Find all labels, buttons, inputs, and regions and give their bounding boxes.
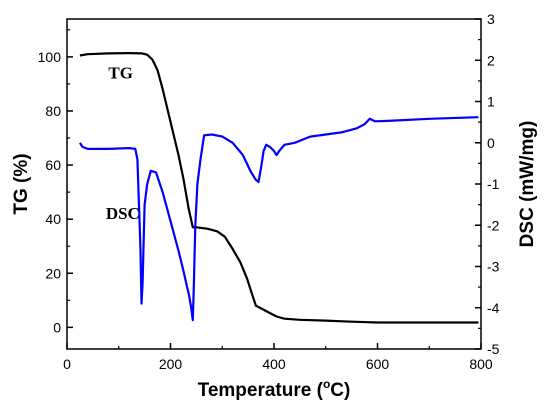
y-left-tick-label-100: 100: [38, 49, 62, 65]
y-right-tick-label-1: 1: [487, 94, 495, 110]
y-axis-right: -5 -4 -3 -2 -1 0 1 2 3: [475, 11, 500, 357]
y-left-tick-label-60: 60: [45, 157, 61, 173]
series-layer: [78, 52, 479, 324]
series-line-dsc: [78, 116, 479, 322]
annotation-dsc: DSC: [106, 204, 140, 223]
x-tick-label-400: 400: [262, 356, 286, 372]
x-tick-label-200: 200: [159, 356, 183, 372]
y-right-tick-label--5: -5: [487, 341, 500, 357]
y-right-tick-label-3: 3: [487, 11, 495, 27]
x-axis-title: Temperature (oC): [198, 377, 351, 401]
y-left-tick-label-0: 0: [53, 319, 61, 335]
y-axis-left-title: TG (%): [11, 153, 32, 214]
y-axis-left: 0 20 40 60 80 100: [38, 29, 73, 335]
y-axis-right-title: DSC (mW/mg): [517, 121, 538, 248]
x-axis: 0 200 400 600 800: [63, 343, 493, 372]
y-right-tick-label--1: -1: [487, 176, 500, 192]
x-tick-label-800: 800: [469, 356, 493, 372]
annotation-layer: TG DSC: [106, 64, 140, 224]
y-right-tick-label--2: -2: [487, 217, 500, 233]
y-left-tick-label-40: 40: [45, 211, 61, 227]
y-right-tick-label-2: 2: [487, 52, 495, 68]
y-left-tick-label-80: 80: [45, 103, 61, 119]
y-left-tick-label-20: 20: [45, 265, 61, 281]
series-line-tg: [79, 52, 479, 324]
y-right-tick-label--4: -4: [487, 300, 500, 316]
x-tick-label-0: 0: [63, 356, 71, 372]
x-tick-label-600: 600: [366, 356, 390, 372]
y-right-tick-label-0: 0: [487, 135, 495, 151]
y-right-tick-label--3: -3: [487, 259, 500, 275]
annotation-tg: TG: [108, 64, 133, 83]
